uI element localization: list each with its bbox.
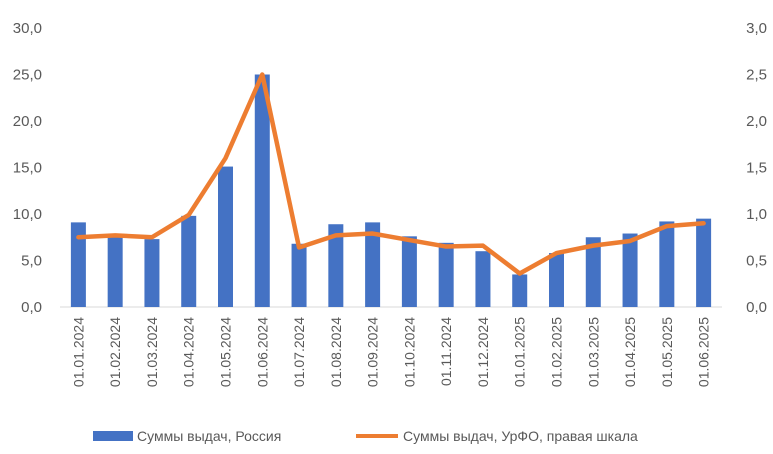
left-tick-label: 20,0	[13, 113, 42, 130]
legend-label-bar: Суммы выдач, Россия	[137, 428, 281, 444]
x-axis-labels: 01.01.2024 01.02.2024 01.03.2024 01.04.2024…	[70, 317, 711, 387]
bar	[659, 221, 675, 307]
left-tick-label: 25,0	[13, 67, 42, 84]
x-tick-label: 01.12.2024	[475, 317, 491, 387]
legend: Суммы выдач, Россия Суммы выдач, УрФО, п…	[93, 428, 638, 444]
x-tick-label: 01.10.2024	[401, 317, 417, 387]
legend-swatch-bar	[93, 431, 133, 441]
x-tick-label: 01.03.2025	[585, 317, 601, 387]
bar	[144, 239, 160, 307]
bar	[438, 242, 454, 307]
x-tick-label: 01.04.2024	[181, 317, 197, 387]
x-tick-label: 01.08.2024	[328, 317, 344, 387]
right-axis: 0,0 0,5 1,0 1,5 2,0 2,5 3,0	[746, 20, 767, 316]
x-tick-label: 01.06.2024	[254, 317, 270, 387]
x-tick-label: 01.03.2024	[144, 317, 160, 387]
x-tick-label: 01.05.2025	[659, 317, 675, 387]
x-tick-label: 01.04.2025	[622, 317, 638, 387]
bar	[512, 274, 528, 307]
x-tick-label: 01.02.2024	[107, 317, 123, 387]
bar	[70, 222, 86, 307]
right-tick-label: 2,5	[746, 67, 767, 84]
bar	[475, 251, 491, 307]
x-tick-label: 01.09.2024	[365, 317, 381, 387]
right-tick-label: 3,0	[746, 20, 767, 37]
bar	[254, 74, 270, 307]
x-tick-label: 01.05.2024	[218, 317, 234, 387]
right-tick-label: 1,5	[746, 160, 767, 177]
x-tick-label: 01.02.2025	[549, 317, 565, 387]
bar	[585, 237, 601, 307]
bar	[218, 166, 233, 307]
bar	[291, 243, 307, 307]
bar	[696, 218, 712, 307]
right-tick-label: 2,0	[746, 113, 767, 130]
right-tick-label: 0,5	[746, 253, 767, 270]
x-tick-label: 01.01.2025	[512, 317, 528, 387]
bar-series	[70, 74, 712, 307]
left-tick-label: 0,0	[21, 299, 42, 316]
line-series	[76, 72, 706, 276]
bar	[365, 222, 381, 307]
x-tick-label: 01.11.2024	[438, 317, 454, 386]
left-tick-label: 30,0	[13, 20, 42, 37]
bar	[181, 215, 197, 307]
bar	[622, 233, 638, 307]
bar	[401, 236, 417, 307]
left-tick-label: 10,0	[13, 206, 42, 223]
x-tick-label: 01.01.2024	[70, 317, 86, 387]
legend-label-line: Суммы выдач, УрФО, правая шкала	[403, 428, 638, 444]
x-tick-label: 01.07.2024	[291, 317, 307, 387]
bar	[328, 224, 344, 307]
left-axis: 0,0 5,0 10,0 15,0 20,0 25,0 30,0	[13, 20, 42, 316]
right-tick-label: 0,0	[746, 299, 767, 316]
right-tick-label: 1,0	[746, 206, 767, 223]
bar	[107, 233, 123, 307]
line-path	[76, 72, 706, 276]
left-tick-label: 5,0	[21, 253, 42, 270]
bar	[549, 253, 564, 307]
x-tick-label: 01.06.2025	[696, 317, 712, 387]
left-tick-label: 15,0	[13, 160, 42, 177]
